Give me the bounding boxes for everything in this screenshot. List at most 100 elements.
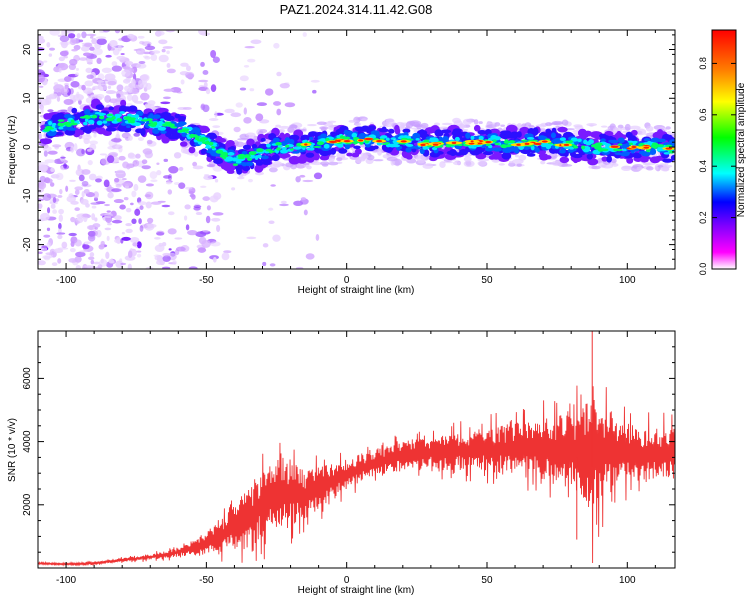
spectrogram-halo-blob bbox=[665, 126, 671, 130]
spectrogram-ridge-blob bbox=[52, 122, 57, 126]
spectrogram-noise-blob bbox=[145, 183, 155, 187]
spectrogram-noise-blob bbox=[134, 208, 141, 216]
spectrogram-noise-blob bbox=[44, 177, 51, 184]
spectrogram-ridge-blob bbox=[260, 137, 266, 142]
snr-plot-area bbox=[38, 331, 675, 567]
spectrogram-noise-blob bbox=[74, 186, 84, 191]
spectrogram-ridge-blob bbox=[519, 126, 530, 134]
snr-frame bbox=[37, 330, 676, 569]
spectrogram-noise-blob bbox=[231, 187, 236, 191]
spectrogram-halo-blob bbox=[289, 124, 298, 129]
spectrogram-ridge-blob bbox=[95, 104, 105, 111]
spectrogram-noise-blob bbox=[212, 56, 220, 63]
spectrogram-noise-blob bbox=[315, 233, 320, 241]
spectrogram-ridge-blob bbox=[246, 157, 253, 161]
spectrogram-ridge-blob bbox=[63, 121, 71, 126]
spectrogram-halo-blob bbox=[459, 123, 465, 128]
spectrogram-ridge-blob bbox=[570, 138, 579, 142]
spectrogram-noise-blob bbox=[139, 40, 145, 45]
spectrogram-ridge-blob bbox=[281, 147, 287, 150]
spectrogram-noise-blob bbox=[50, 203, 56, 209]
spectrogram-noise-blob bbox=[210, 49, 217, 58]
spectrogram-ridge-blob bbox=[133, 122, 142, 127]
spectrogram-noise-blob bbox=[142, 148, 153, 155]
spectrogram-noise-blob bbox=[70, 145, 75, 153]
spectrogram-noise-blob bbox=[104, 95, 111, 103]
y-tick-label: 20 bbox=[22, 44, 33, 56]
spectrogram-noise-blob bbox=[156, 30, 165, 36]
spectrogram-noise-blob bbox=[115, 236, 122, 245]
spectrogram-noise-blob bbox=[91, 213, 96, 221]
spectrogram-ridge-blob bbox=[559, 156, 570, 164]
spectrogram-noise-blob bbox=[303, 209, 308, 216]
spectrogram-ridge-blob bbox=[305, 152, 315, 158]
colorbar-label: Normalized spectral amplitude bbox=[736, 82, 747, 217]
spectrogram-ridge-blob bbox=[572, 141, 578, 145]
spectrogram-ridge-blob bbox=[285, 144, 290, 148]
spectrogram-noise-blob bbox=[52, 197, 57, 203]
spectrogram-ridge-blob bbox=[665, 144, 673, 148]
spectrogram-noise-blob bbox=[69, 248, 76, 253]
spectrogram-noise-blob bbox=[121, 69, 131, 77]
spectrogram-noise-blob bbox=[130, 202, 134, 206]
spectrogram-noise-blob bbox=[125, 207, 132, 213]
spectrogram-noise-blob bbox=[167, 211, 175, 216]
spectrogram-halo-blob bbox=[307, 123, 317, 127]
spectrogram-noise-blob bbox=[78, 57, 88, 61]
spectrogram-ridge-blob bbox=[351, 152, 360, 158]
spectrogram-noise-blob bbox=[52, 144, 62, 148]
spectrogram-noise-blob bbox=[200, 61, 205, 67]
spectrogram-ridge-blob bbox=[185, 131, 190, 134]
spectrogram-noise-blob bbox=[57, 195, 63, 198]
spectrogram-ridge-blob bbox=[293, 146, 302, 150]
spectrogram-ridge-blob bbox=[669, 150, 675, 154]
spectrogram-halo-blob bbox=[441, 122, 453, 126]
spectrogram-ridge-blob bbox=[323, 143, 330, 149]
spectrogram-ridge-blob bbox=[577, 138, 582, 143]
spectrogram-noise-blob bbox=[205, 88, 211, 95]
spectrogram-peak-core bbox=[665, 147, 673, 150]
spectrogram-ridge-blob bbox=[573, 146, 579, 149]
spectrogram-noise-blob bbox=[137, 136, 144, 141]
spectrogram-noise-blob bbox=[59, 40, 71, 46]
x-tick-label: 0 bbox=[344, 275, 350, 286]
spectrogram-ridge-blob bbox=[96, 120, 103, 126]
spectrogram-halo-blob bbox=[373, 159, 384, 162]
spectrogram-noise-blob bbox=[120, 52, 125, 56]
spectrogram-noise-blob bbox=[270, 184, 276, 187]
spectrogram-ridge-blob bbox=[370, 130, 380, 136]
spectrogram-x-ticks: -100 -50 0 50 100 bbox=[56, 30, 656, 286]
spectrogram-ridge-blob bbox=[96, 127, 106, 135]
spectrogram-halo-blob bbox=[409, 120, 422, 127]
spectrogram-noise-blob bbox=[89, 46, 95, 51]
spectrogram-noise-blob bbox=[50, 167, 55, 173]
spectrogram-noise-blob bbox=[75, 251, 86, 258]
y-tick-label: 4000 bbox=[22, 430, 33, 453]
spectrogram-ridge-blob bbox=[200, 148, 206, 155]
spectrogram-halo-blob bbox=[657, 165, 664, 168]
spectrogram-halo-blob bbox=[463, 156, 472, 162]
spectrogram-noise-blob bbox=[249, 88, 255, 92]
spectrogram-ridge-blob bbox=[120, 99, 127, 107]
spectrogram-ridge-blob bbox=[662, 158, 673, 163]
spectrogram-noise-blob bbox=[131, 78, 136, 87]
spectrogram-noise-blob bbox=[96, 57, 102, 64]
spectrogram-noise-blob bbox=[166, 63, 171, 68]
spectrogram-noise-blob bbox=[85, 97, 93, 104]
spectrogram-halo-blob bbox=[573, 124, 583, 128]
spectrogram-ridge-blob bbox=[164, 126, 171, 133]
spectrogram-ridge-blob bbox=[538, 153, 548, 159]
spectrogram-noise-blob bbox=[147, 43, 151, 47]
snr-x-ticks: -100 -50 0 50 100 bbox=[56, 331, 656, 586]
y-tick-label: 6000 bbox=[22, 367, 33, 390]
spectrogram-ridge-blob bbox=[84, 115, 91, 119]
spectrogram-ridge-blob bbox=[449, 148, 457, 157]
spectrogram-halo-blob bbox=[572, 129, 580, 133]
spectrogram-noise-blob bbox=[111, 65, 123, 72]
spectrogram-noise-blob bbox=[268, 207, 274, 211]
spectrogram-noise-blob bbox=[60, 87, 69, 95]
spectrogram-noise-blob bbox=[210, 84, 217, 93]
spectrogram-ridge-blob bbox=[80, 126, 91, 131]
spectrogram-noise-blob bbox=[104, 73, 116, 81]
spectrogram-noise-blob bbox=[38, 198, 42, 201]
